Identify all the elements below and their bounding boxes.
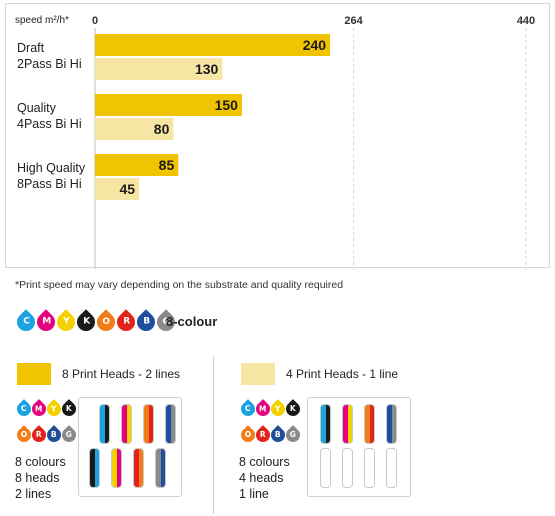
config-divider [213,356,214,514]
footnote: *Print speed may vary depending on the s… [15,279,344,291]
bar-1-series-1 [95,118,174,140]
empty-head-slot [364,448,375,488]
x-tick-264: 264 [344,15,363,27]
bar-label-0-series-0: 240 [303,37,327,53]
orange-ink-drop-icon: O [93,309,119,335]
bar-label-1-series-1: 80 [154,121,170,137]
speed-chart: speed m²/h* 0 264 440 Draft 2Pass Bi Hi 240 130… [5,3,550,269]
config-4-heads-spec-lines: 1 line [239,487,269,501]
print-head [386,404,397,444]
legend-label-4-heads: 4 Print Heads - 1 line [286,367,399,381]
category-label-1-line1: Quality [17,101,57,115]
category-label-2-line2: 8Pass Bi Hi [17,177,82,191]
x-tick-440: 440 [517,15,535,27]
print-head [342,404,353,444]
config-4-heads-spec-colours: 8 colours [239,455,290,469]
grey-ink-drop-icon: G [283,425,303,445]
bar-1-series-0 [95,94,242,116]
empty-head-slot [386,448,397,488]
bar-label-0-series-1: 130 [195,61,219,77]
print-head [121,404,132,444]
print-head [364,404,375,444]
print-head [320,404,331,444]
print-head [155,448,166,488]
category-label-0-line2: 2Pass Bi Hi [17,57,82,71]
grey-ink-drop-icon: G [59,425,79,445]
category-label-2-line1: High Quality [17,161,86,175]
print-head [89,448,100,488]
config-8-heads-spec-heads: 8 heads [15,471,60,485]
speed-chart-svg: speed m²/h* 0 264 440 Draft 2Pass Bi Hi 240 130… [15,15,535,269]
category-label-0-line1: Draft [17,41,45,55]
blue-ink-drop-icon: B [133,309,159,335]
bar-0-series-1 [95,58,223,80]
bar-2-series-1 [95,178,140,200]
print-head [133,448,144,488]
legend-label-8-heads: 8 Print Heads - 2 lines [62,367,181,381]
cyan-ink-drop-icon: C [13,309,39,335]
bar-label-2-series-1: 45 [120,181,136,197]
config-8-heads-diagram [78,397,182,497]
red-ink-drop-icon: R [113,309,139,335]
print-head [111,448,122,488]
config-4-heads-diagram [307,397,411,497]
empty-head-slot [342,448,353,488]
legend-swatch-4-heads [241,363,275,385]
config-8-heads-spec-lines: 2 lines [15,487,52,501]
bar-2-series-0 [95,154,179,176]
magenta-ink-drop-icon: M [33,309,59,335]
category-label-1-line2: 4Pass Bi Hi [17,117,82,131]
black-ink-drop-icon: K [283,399,303,419]
print-head [165,404,176,444]
black-ink-drop-icon: K [73,309,99,335]
bar-label-2-series-0: 85 [159,157,175,173]
yellow-ink-drop-icon: Y [53,309,79,335]
print-head [143,404,154,444]
ink-set-label: 8-colour [166,314,218,329]
bar-0-series-0 [95,34,331,56]
empty-head-slot [320,448,331,488]
x-tick-0: 0 [92,15,98,27]
black-ink-drop-icon: K [59,399,79,419]
unit-label: speed m²/h* [15,15,69,26]
config-8-heads-spec-colours: 8 colours [15,455,66,469]
bar-label-1-series-0: 150 [215,97,239,113]
print-head [99,404,110,444]
legend-swatch-8-heads [17,363,51,385]
config-4-heads-spec-heads: 4 heads [239,471,284,485]
